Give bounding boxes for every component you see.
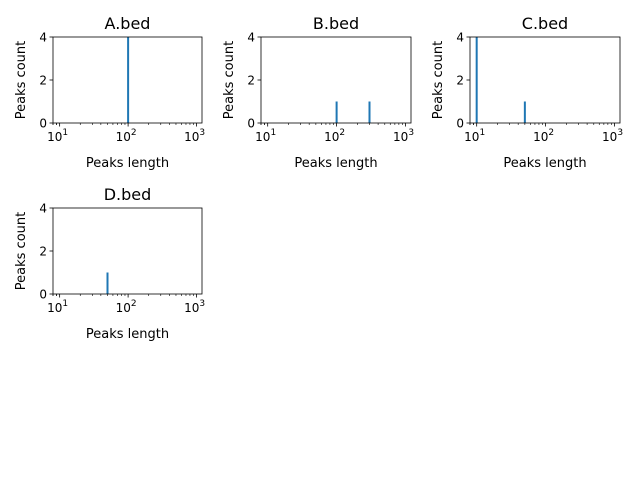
x-tick-exponent: 1: [479, 128, 485, 138]
x-tick-exponent: 3: [408, 128, 414, 138]
y-tick-label: 4: [247, 31, 255, 45]
y-tick-label: 0: [456, 117, 464, 131]
y-axis-label: Peaks count: [14, 41, 29, 119]
y-tick-label: 0: [39, 117, 47, 131]
y-tick-label: 4: [39, 31, 47, 45]
bar: [335, 101, 338, 123]
x-tick-label: 103: [602, 128, 623, 144]
x-tick-label: 102: [116, 128, 137, 144]
y-axis-label: Peaks count: [14, 212, 29, 290]
y-tick-label: 4: [39, 202, 47, 216]
y-tick-label: 4: [456, 31, 464, 45]
x-tick-base: 10: [324, 130, 339, 144]
x-tick-exponent: 2: [548, 128, 554, 138]
x-tick-exponent: 3: [617, 128, 623, 138]
x-tick-base: 10: [116, 130, 131, 144]
x-tick-base: 10: [533, 130, 548, 144]
x-tick-base: 10: [184, 130, 199, 144]
x-tick-exponent: 1: [62, 299, 68, 309]
x-tick-exponent: 2: [131, 299, 137, 309]
axes-frame: [469, 36, 621, 124]
bar: [368, 101, 371, 123]
x-axis-label: Peaks length: [294, 156, 377, 171]
x-tick-label: 103: [184, 128, 205, 144]
x-tick-label: 103: [393, 128, 414, 144]
x-tick-exponent: 1: [62, 128, 68, 138]
x-tick-exponent: 2: [131, 128, 137, 138]
axes-frame: [52, 36, 203, 124]
x-tick-label: 101: [47, 128, 68, 144]
y-axis-label: Peaks count: [431, 41, 446, 119]
y-tick-label: 2: [456, 74, 464, 88]
chart-title: C.bed: [522, 14, 568, 33]
x-tick-base: 10: [602, 130, 617, 144]
y-tick-label: 0: [39, 288, 47, 302]
y-tick-label: 2: [39, 74, 47, 88]
y-tick-label: 2: [39, 245, 47, 259]
x-tick-base: 10: [116, 301, 131, 315]
x-axis-label: Peaks length: [86, 327, 169, 342]
x-tick-exponent: 1: [270, 128, 276, 138]
axes-frame: [52, 207, 203, 295]
chart-title: A.bed: [105, 14, 151, 33]
bar: [475, 37, 478, 123]
x-tick-base: 10: [393, 130, 408, 144]
x-tick-exponent: 3: [199, 299, 205, 309]
x-tick-label: 101: [47, 299, 68, 315]
x-tick-base: 10: [47, 130, 62, 144]
y-axis-label: Peaks count: [222, 41, 237, 119]
x-tick-base: 10: [47, 301, 62, 315]
x-axis-label: Peaks length: [86, 156, 169, 171]
x-tick-label: 102: [116, 299, 137, 315]
bar: [523, 101, 526, 123]
chart-title: D.bed: [104, 185, 152, 204]
y-tick-label: 0: [247, 117, 255, 131]
x-tick-label: 101: [255, 128, 276, 144]
x-tick-label: 101: [464, 128, 485, 144]
x-tick-exponent: 2: [339, 128, 345, 138]
x-tick-label: 102: [533, 128, 554, 144]
bar: [127, 37, 130, 123]
chart-title: B.bed: [313, 14, 359, 33]
x-tick-label: 103: [184, 299, 205, 315]
x-axis-label: Peaks length: [503, 156, 586, 171]
x-tick-base: 10: [255, 130, 270, 144]
x-tick-exponent: 3: [199, 128, 205, 138]
y-tick-label: 2: [247, 74, 255, 88]
x-tick-label: 102: [324, 128, 345, 144]
x-tick-base: 10: [184, 301, 199, 315]
axes-frame: [260, 36, 412, 124]
bar: [106, 272, 109, 294]
x-tick-base: 10: [464, 130, 479, 144]
